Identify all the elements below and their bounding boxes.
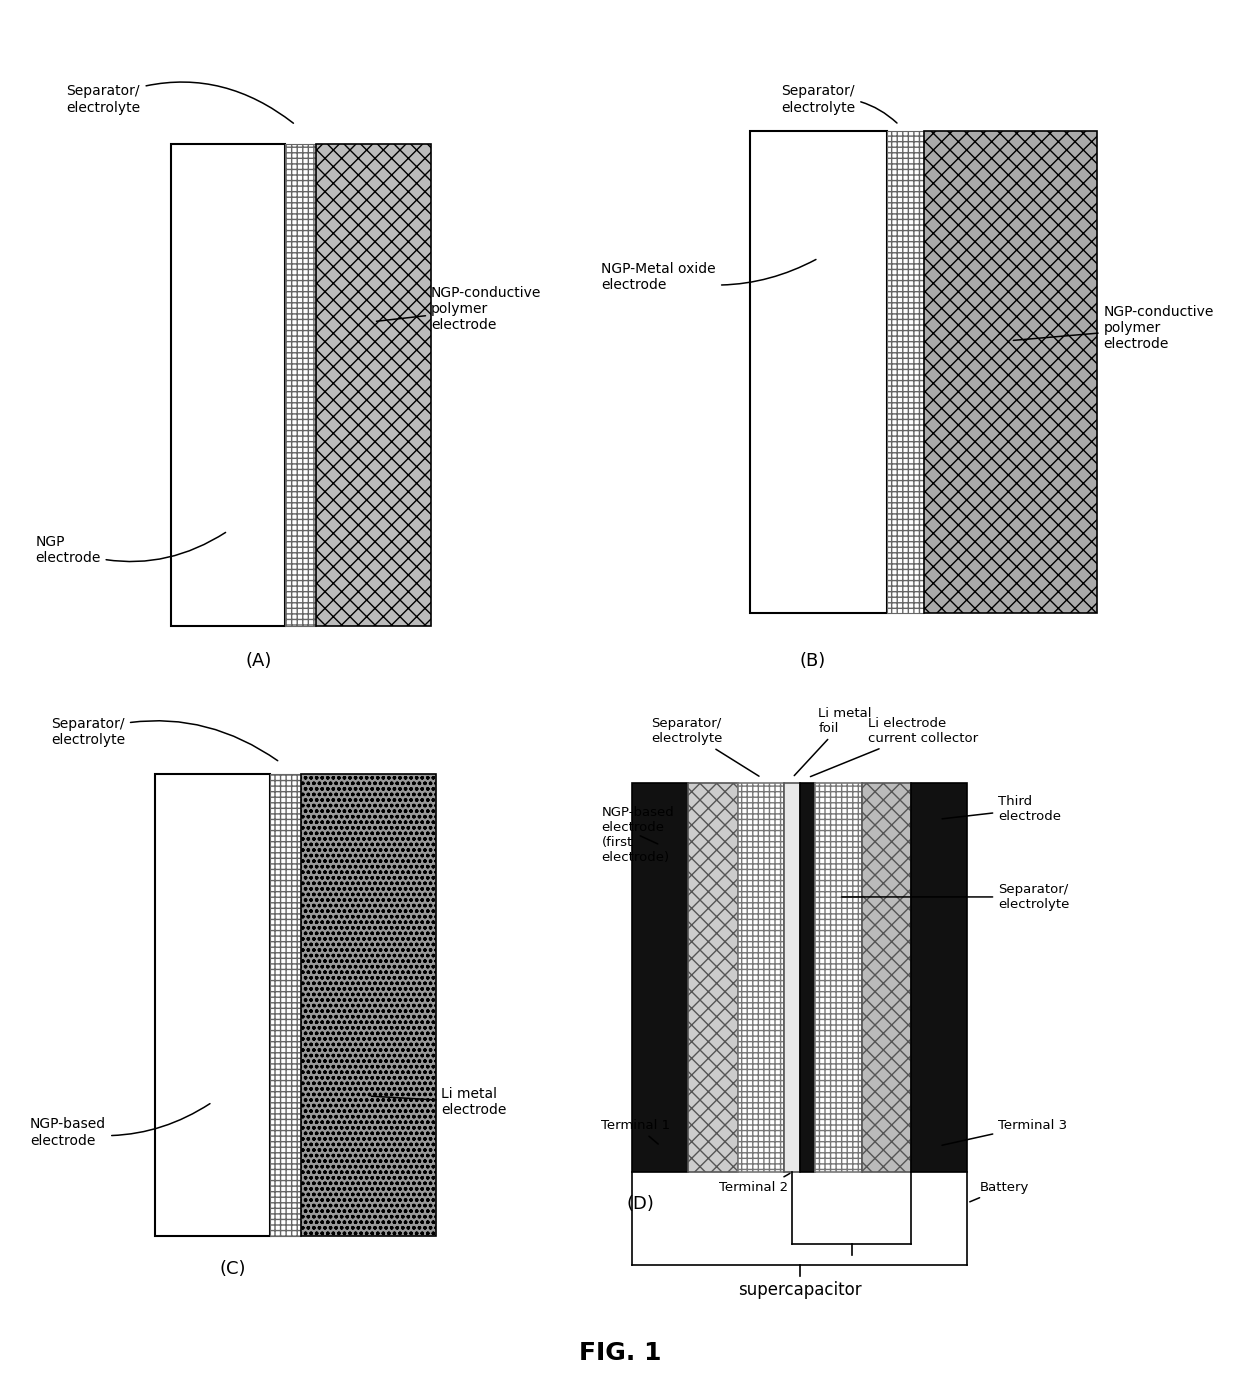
Text: Battery: Battery	[970, 1180, 1029, 1202]
Text: Separator/
electrolyte: Separator/ electrolyte	[781, 84, 897, 123]
Bar	[816, 783, 862, 1172]
Bar	[269, 775, 301, 1236]
Bar	[155, 775, 269, 1236]
Bar	[911, 783, 967, 1172]
Text: supercapacitor: supercapacitor	[738, 1281, 862, 1299]
Text: Terminal 1: Terminal 1	[601, 1118, 671, 1145]
Text: NGP-conductive
polymer
electrode: NGP-conductive polymer electrode	[377, 285, 542, 332]
Bar	[316, 143, 432, 626]
Bar	[924, 131, 1097, 614]
Text: Separator/
electrolyte: Separator/ electrolyte	[651, 717, 759, 776]
Text: Li electrode
current collector: Li electrode current collector	[811, 717, 978, 776]
Text: NGP-conductive
polymer
electrode: NGP-conductive polymer electrode	[1013, 305, 1214, 352]
Bar	[800, 783, 816, 1172]
Text: (A): (A)	[246, 652, 273, 670]
Text: (B): (B)	[799, 652, 826, 670]
Bar	[171, 143, 285, 626]
Text: (C): (C)	[219, 1260, 247, 1278]
Bar	[750, 131, 887, 614]
Text: Terminal 3: Terminal 3	[942, 1118, 1068, 1146]
Text: NGP-based
electrode
(first
electrode): NGP-based electrode (first electrode)	[601, 805, 675, 863]
Text: NGP
electrode: NGP electrode	[35, 532, 226, 565]
Bar	[738, 783, 784, 1172]
Text: Third
electrode: Third electrode	[942, 794, 1061, 823]
Text: Li metal
foil: Li metal foil	[795, 706, 872, 775]
Bar	[887, 131, 924, 614]
Text: Separator/
electrolyte: Separator/ electrolyte	[51, 717, 278, 761]
Text: NGP-Metal oxide
electrode: NGP-Metal oxide electrode	[601, 259, 816, 292]
Bar	[285, 143, 316, 626]
Bar	[784, 783, 800, 1172]
Text: NGP-based
electrode: NGP-based electrode	[30, 1103, 210, 1147]
Text: Li metal
electrode: Li metal electrode	[371, 1087, 507, 1117]
Text: Separator/
electrolyte: Separator/ electrolyte	[67, 81, 294, 123]
Bar	[632, 783, 688, 1172]
Text: (D): (D)	[626, 1196, 653, 1214]
Text: Separator/
electrolyte: Separator/ electrolyte	[842, 883, 1070, 912]
Bar	[301, 775, 436, 1236]
Text: Terminal 2: Terminal 2	[719, 1174, 790, 1194]
Bar	[862, 783, 911, 1172]
Bar	[688, 783, 738, 1172]
Text: FIG. 1: FIG. 1	[579, 1342, 661, 1365]
